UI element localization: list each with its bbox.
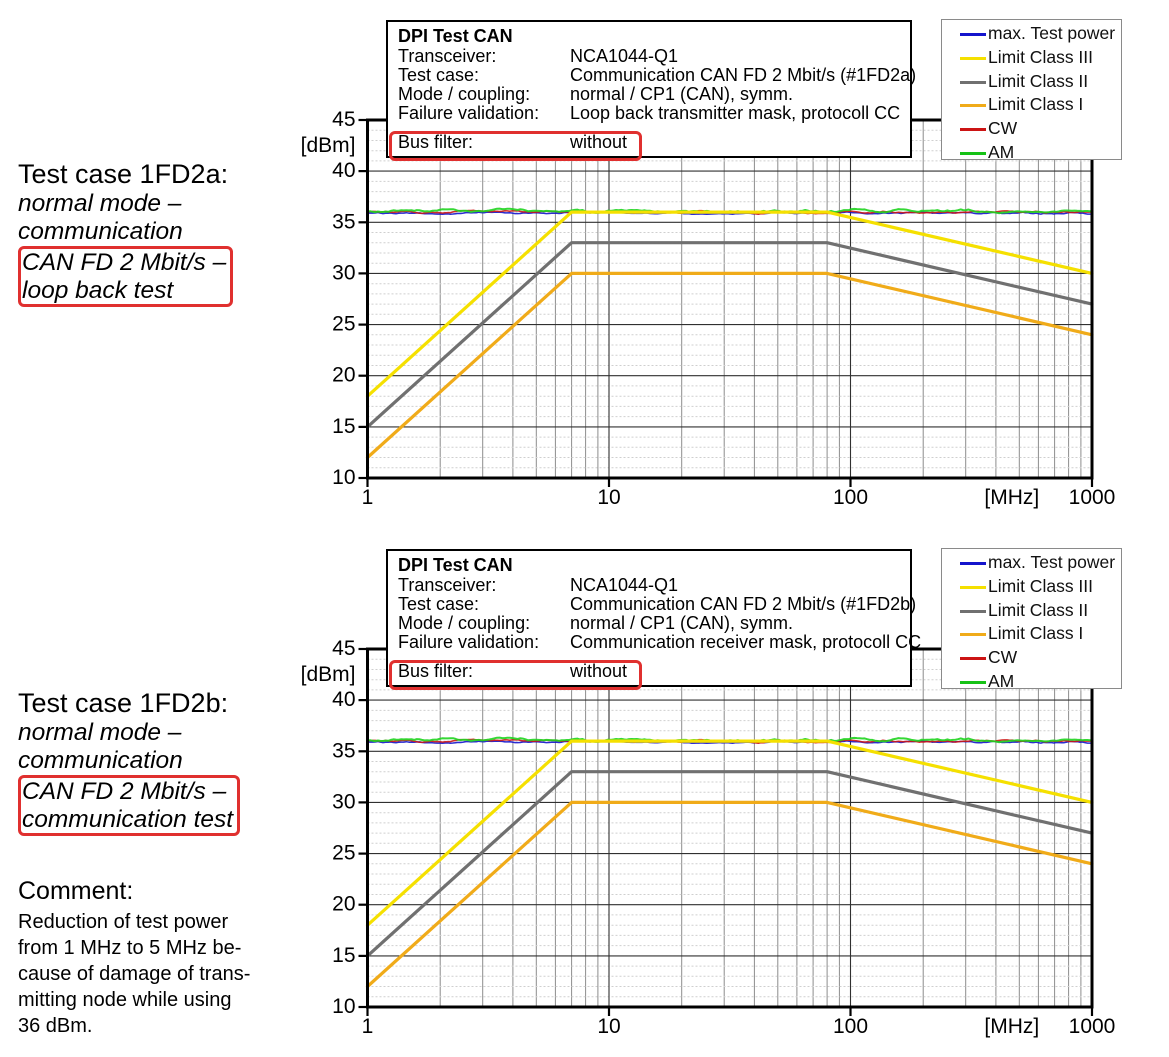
svg-text:30: 30 (332, 261, 355, 284)
svg-text:20: 20 (332, 364, 355, 387)
svg-text:20: 20 (332, 893, 355, 916)
svg-text:25: 25 (332, 842, 355, 865)
svg-text:1: 1 (362, 486, 374, 509)
svg-text:10: 10 (332, 995, 355, 1018)
svg-text:15: 15 (332, 415, 355, 438)
svg-text:[MHz]: [MHz] (984, 486, 1039, 509)
svg-text:100: 100 (833, 486, 868, 509)
svg-text:25: 25 (332, 313, 355, 336)
svg-text:[MHz]: [MHz] (984, 1015, 1039, 1038)
svg-text:35: 35 (332, 210, 355, 233)
svg-text:10: 10 (597, 1015, 620, 1038)
svg-text:[dBm]: [dBm] (301, 134, 356, 157)
svg-text:45: 45 (332, 637, 355, 660)
svg-text:10: 10 (332, 466, 355, 489)
svg-text:35: 35 (332, 739, 355, 762)
svg-text:15: 15 (332, 944, 355, 967)
svg-text:100: 100 (833, 1015, 868, 1038)
svg-text:1000: 1000 (1069, 1015, 1116, 1038)
svg-text:[dBm]: [dBm] (301, 663, 356, 686)
svg-text:45: 45 (332, 108, 355, 131)
svg-text:40: 40 (332, 688, 355, 711)
svg-text:30: 30 (332, 790, 355, 813)
svg-text:10: 10 (597, 486, 620, 509)
svg-text:40: 40 (332, 159, 355, 182)
svg-text:1: 1 (362, 1015, 374, 1038)
svg-text:1000: 1000 (1069, 486, 1116, 509)
